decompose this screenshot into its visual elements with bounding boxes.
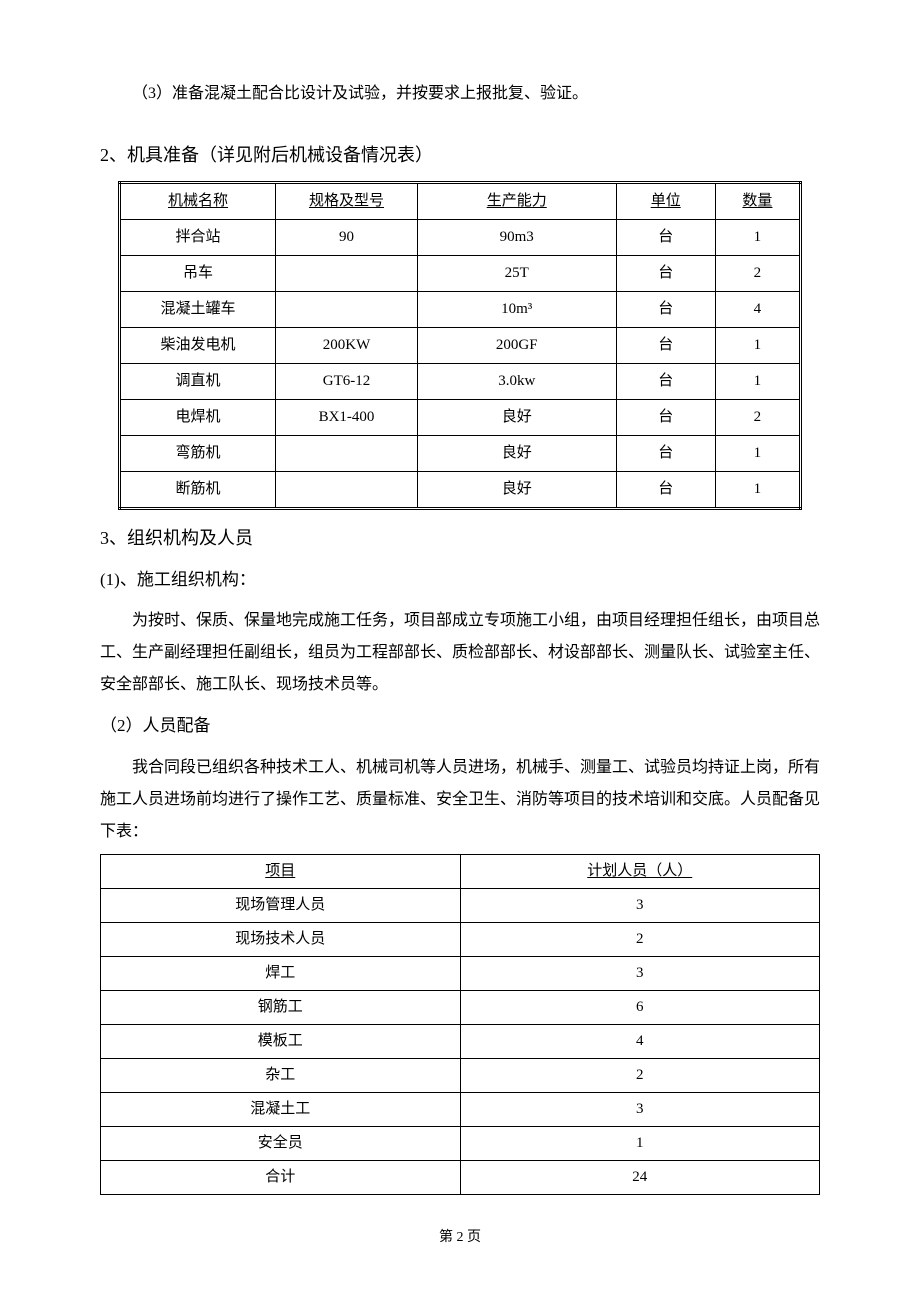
table-cell: 吊车 (120, 256, 276, 292)
table-cell: 3 (460, 956, 820, 990)
table-row: 拌合站9090m3台1 (120, 220, 801, 256)
table-cell: 2 (715, 256, 800, 292)
equipment-table: 机械名称 规格及型号 生产能力 单位 数量 拌合站9090m3台1吊车25T台2… (118, 181, 802, 510)
equipment-table-body: 拌合站9090m3台1吊车25T台2混凝土罐车10m³台4柴油发电机200KW2… (120, 220, 801, 509)
table-cell: 断筋机 (120, 472, 276, 509)
table-cell: 台 (616, 364, 715, 400)
table-cell: 200KW (276, 328, 418, 364)
table-cell: 10m³ (417, 292, 616, 328)
table-row: 现场技术人员2 (101, 922, 820, 956)
table-cell: 台 (616, 472, 715, 509)
col-header: 数量 (715, 183, 800, 220)
table-cell: 90m3 (417, 220, 616, 256)
table-row: 混凝土罐车 10m³台4 (120, 292, 801, 328)
table-cell: 模板工 (101, 1024, 461, 1058)
personnel-table-body: 现场管理人员3现场技术人员2焊工3钢筋工6模板工4杂工2混凝土工3安全员1合计2… (101, 888, 820, 1194)
table-cell: 弯筋机 (120, 436, 276, 472)
table-cell: 2 (715, 400, 800, 436)
table-cell: 良好 (417, 400, 616, 436)
table-cell: 4 (715, 292, 800, 328)
table-cell: 现场管理人员 (101, 888, 461, 922)
col-header: 生产能力 (417, 183, 616, 220)
table-row: 弯筋机 良好台1 (120, 436, 801, 472)
table-cell: BX1-400 (276, 400, 418, 436)
table-cell: 1 (715, 220, 800, 256)
col-header: 单位 (616, 183, 715, 220)
table-header-row: 项目 计划人员（人） (101, 854, 820, 888)
table-cell (276, 256, 418, 292)
table-cell: 200GF (417, 328, 616, 364)
section-3-heading: 3、组织机构及人员 (100, 522, 820, 554)
table-row: 焊工3 (101, 956, 820, 990)
table-cell: 台 (616, 436, 715, 472)
table-row: 杂工2 (101, 1058, 820, 1092)
intro-paragraph: （3）准备混凝土配合比设计及试验，并按要求上报批复、验证。 (100, 80, 820, 109)
table-cell: 1 (715, 472, 800, 509)
table-row: 调直机GT6-123.0kw台1 (120, 364, 801, 400)
table-cell: 24 (460, 1160, 820, 1194)
page-footer: 第 2 页 (100, 1225, 820, 1250)
table-cell: 3 (460, 888, 820, 922)
subsection-3-1-body: 为按时、保质、保量地完成施工任务，项目部成立专项施工小组，由项目经理担任组长，由… (100, 605, 820, 701)
table-cell: 3.0kw (417, 364, 616, 400)
table-row: 断筋机 良好台1 (120, 472, 801, 509)
table-cell: 杂工 (101, 1058, 461, 1092)
table-row: 柴油发电机200KW200GF台1 (120, 328, 801, 364)
table-cell: 拌合站 (120, 220, 276, 256)
table-cell: 1 (715, 436, 800, 472)
table-cell: GT6-12 (276, 364, 418, 400)
table-cell: 90 (276, 220, 418, 256)
table-cell: 现场技术人员 (101, 922, 461, 956)
table-cell: 台 (616, 292, 715, 328)
table-cell: 混凝土罐车 (120, 292, 276, 328)
table-cell: 1 (715, 364, 800, 400)
table-cell: 安全员 (101, 1126, 461, 1160)
table-row: 安全员1 (101, 1126, 820, 1160)
table-row: 合计24 (101, 1160, 820, 1194)
table-cell: 电焊机 (120, 400, 276, 436)
table-cell: 台 (616, 256, 715, 292)
table-cell: 混凝土工 (101, 1092, 461, 1126)
col-header: 规格及型号 (276, 183, 418, 220)
col-header: 机械名称 (120, 183, 276, 220)
table-cell (276, 292, 418, 328)
table-cell: 柴油发电机 (120, 328, 276, 364)
section-2-heading: 2、机具准备（详见附后机械设备情况表） (100, 139, 820, 171)
table-row: 现场管理人员3 (101, 888, 820, 922)
table-cell: 3 (460, 1092, 820, 1126)
table-cell: 调直机 (120, 364, 276, 400)
personnel-table: 项目 计划人员（人） 现场管理人员3现场技术人员2焊工3钢筋工6模板工4杂工2混… (100, 854, 820, 1195)
table-cell: 6 (460, 990, 820, 1024)
table-cell: 台 (616, 220, 715, 256)
table-row: 混凝土工3 (101, 1092, 820, 1126)
table-row: 电焊机BX1-400良好台2 (120, 400, 801, 436)
table-cell (276, 472, 418, 509)
table-cell: 合计 (101, 1160, 461, 1194)
table-row: 模板工4 (101, 1024, 820, 1058)
table-cell (276, 436, 418, 472)
table-cell: 4 (460, 1024, 820, 1058)
subsection-3-2-heading: （2）人员配备 (100, 711, 820, 742)
col-header: 计划人员（人） (460, 854, 820, 888)
col-header: 项目 (101, 854, 461, 888)
table-cell: 焊工 (101, 956, 461, 990)
table-cell: 2 (460, 922, 820, 956)
table-cell: 台 (616, 328, 715, 364)
table-cell: 台 (616, 400, 715, 436)
table-header-row: 机械名称 规格及型号 生产能力 单位 数量 (120, 183, 801, 220)
table-cell: 良好 (417, 472, 616, 509)
table-row: 吊车 25T台2 (120, 256, 801, 292)
table-row: 钢筋工6 (101, 990, 820, 1024)
subsection-3-1-heading: (1)、施工组织机构： (100, 565, 820, 596)
table-cell: 1 (460, 1126, 820, 1160)
table-cell: 25T (417, 256, 616, 292)
subsection-3-2-body: 我合同段已组织各种技术工人、机械司机等人员进场，机械手、测量工、试验员均持证上岗… (100, 752, 820, 848)
table-cell: 2 (460, 1058, 820, 1092)
table-cell: 良好 (417, 436, 616, 472)
table-cell: 钢筋工 (101, 990, 461, 1024)
table-cell: 1 (715, 328, 800, 364)
